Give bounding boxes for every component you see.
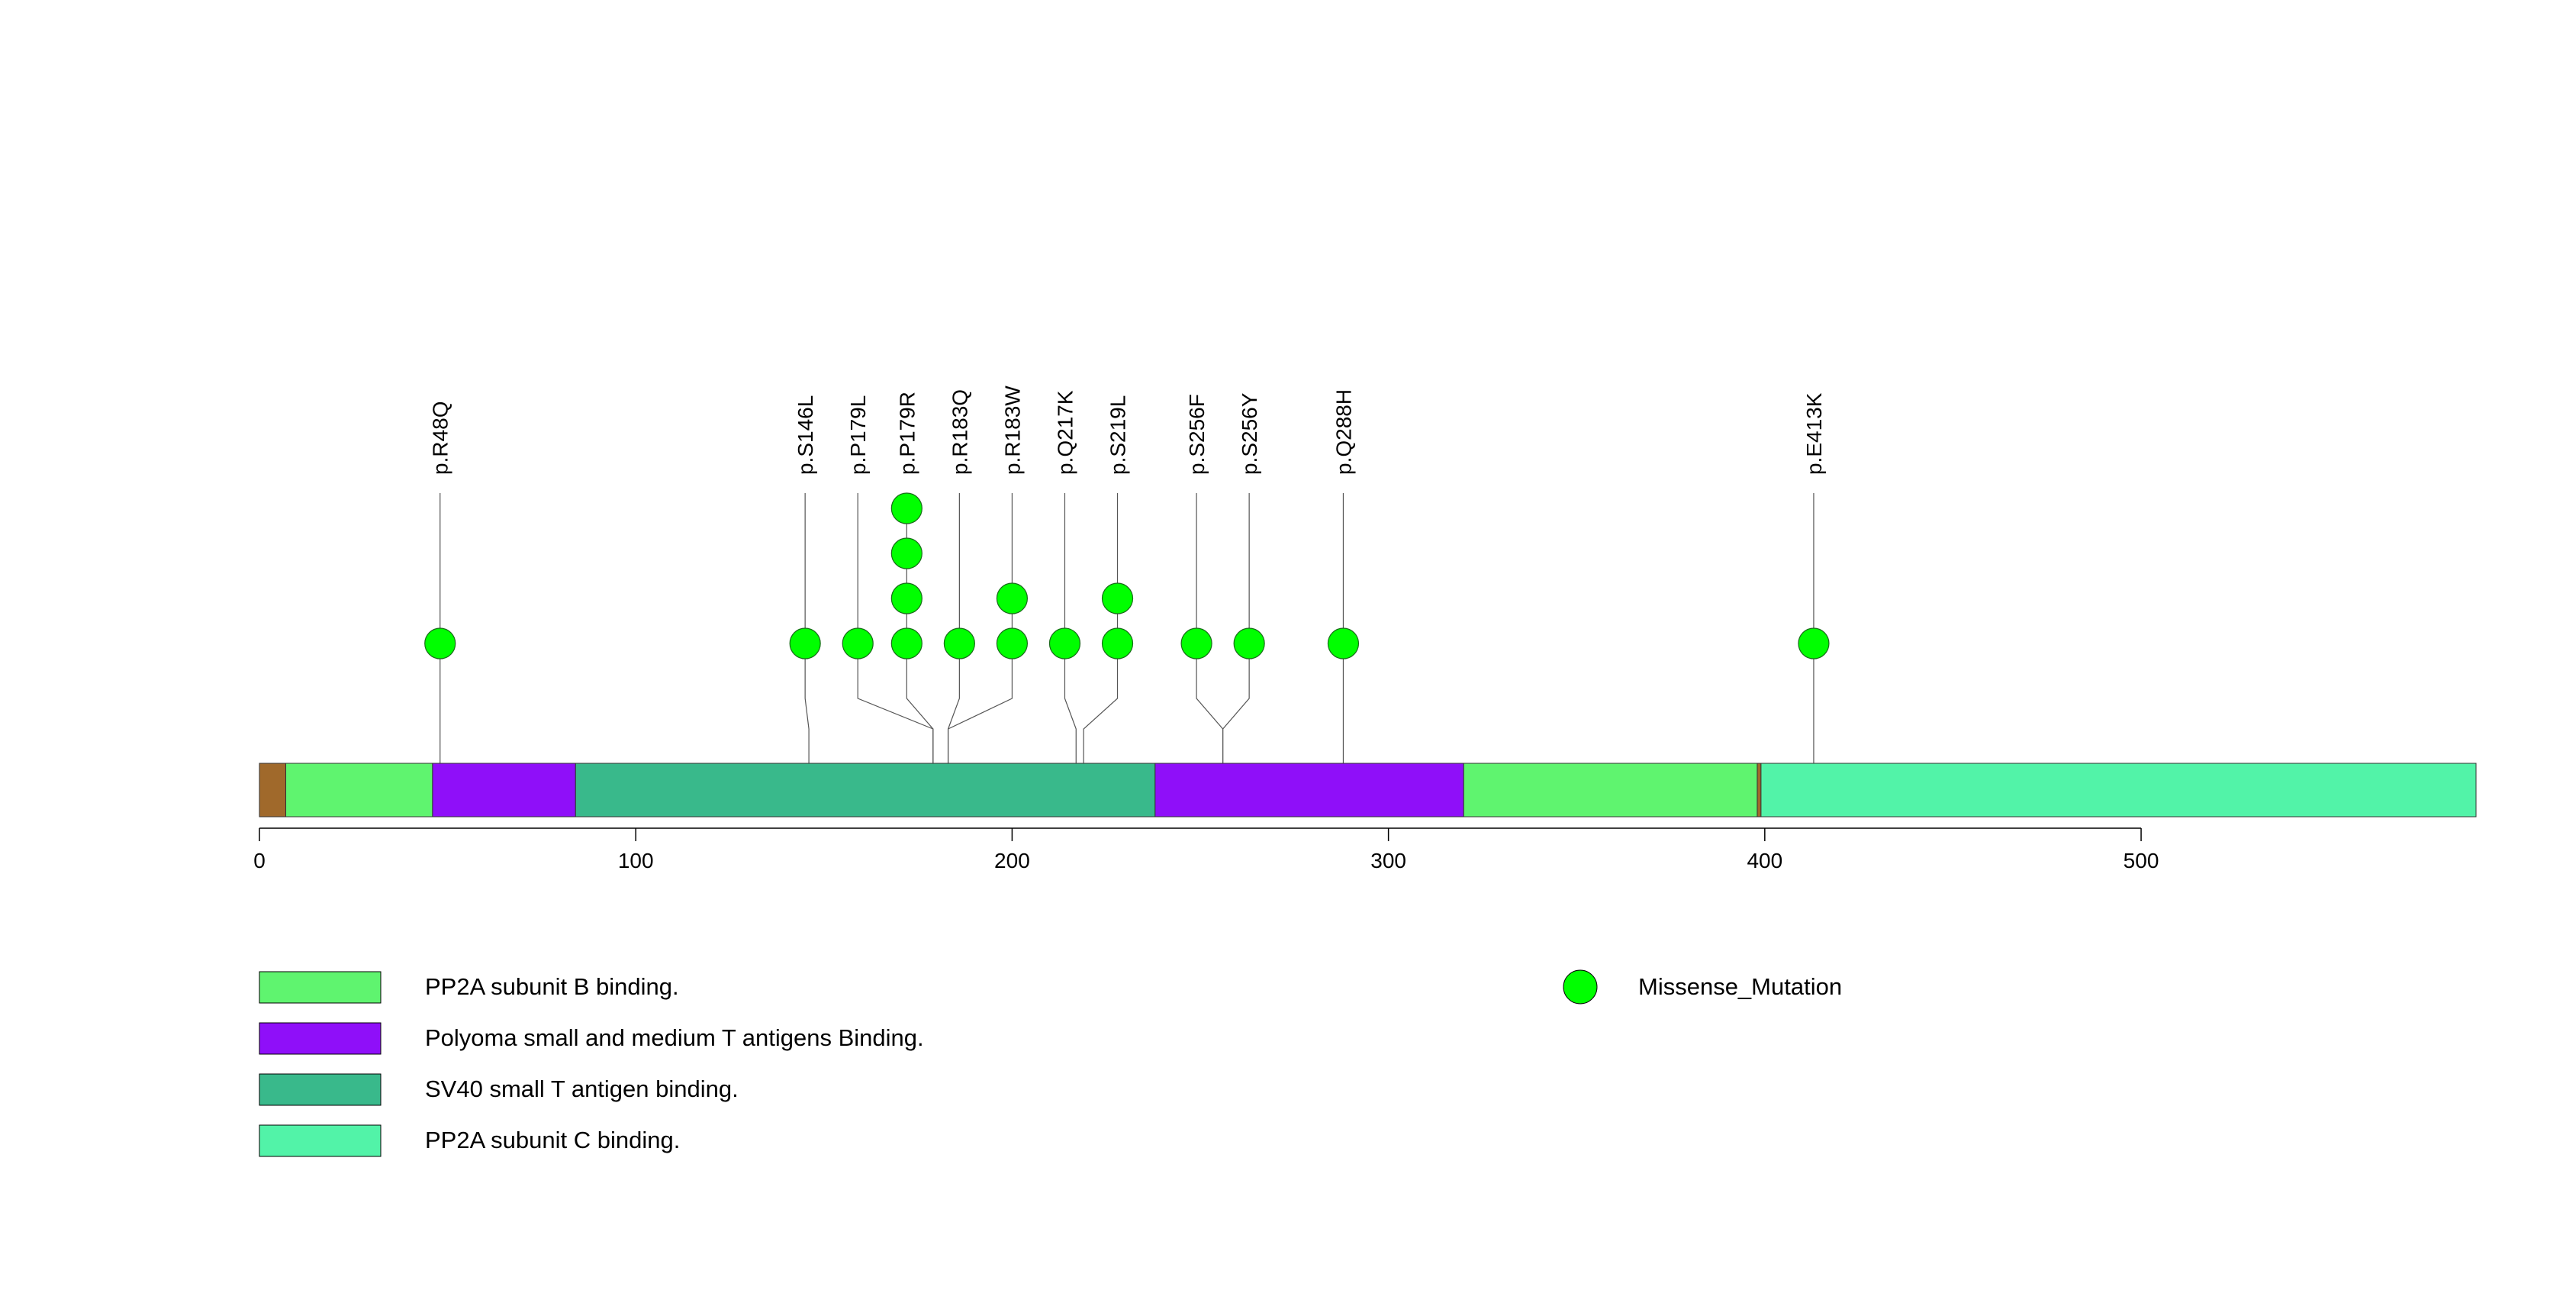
domain-segment-1 xyxy=(285,763,433,818)
domain-segment-6 xyxy=(1757,763,1762,818)
mutation-dot-4-0 xyxy=(943,627,975,660)
mutation-label-4: p.R183Q xyxy=(948,389,971,475)
legend-swatch-sv40 xyxy=(259,1073,382,1106)
protein-outline xyxy=(259,763,2477,818)
mutation-label-6: p.Q217K xyxy=(1053,390,1077,475)
x-tick-label-400: 400 xyxy=(1747,849,1782,872)
domain-segment-5 xyxy=(1463,763,1758,818)
connector-7 xyxy=(1083,493,1119,763)
mutation-dot-8-0 xyxy=(1180,627,1212,660)
mutation-label-5: p.R183W xyxy=(1000,385,1024,475)
connector-1 xyxy=(804,493,810,763)
mutation-dot-6-0 xyxy=(1048,627,1081,660)
mutation-dot-3-1 xyxy=(890,582,923,614)
mutation-dot-3-2 xyxy=(890,537,923,569)
legend-missense-icon xyxy=(1563,969,1598,1005)
legend-label-sv40: SV40 small T antigen binding. xyxy=(425,1076,739,1102)
legend-label-pp2a-b: PP2A subunit B binding. xyxy=(425,973,679,1000)
legend-label-pp2a-c: PP2A subunit C binding. xyxy=(425,1127,680,1153)
domain-segment-7 xyxy=(1760,763,2477,818)
connector-8 xyxy=(1196,493,1224,763)
mutation-dot-7-0 xyxy=(1101,627,1134,660)
mutation-label-9: p.S256Y xyxy=(1238,392,1261,475)
legend: PP2A subunit B binding. Polyoma small an… xyxy=(259,969,1842,1157)
x-tick-label-200: 200 xyxy=(994,849,1030,872)
mutation-label-1: p.S146L xyxy=(794,395,817,475)
mutation-label-2: p.P179L xyxy=(846,395,870,475)
mutation-label-0: p.R48Q xyxy=(429,402,452,476)
mutation-label-3: p.P179R xyxy=(895,392,919,475)
mutation-lollipops xyxy=(424,492,1830,660)
mutation-dot-5-0 xyxy=(996,627,1029,660)
connector-3 xyxy=(906,493,934,763)
protein-domain-track xyxy=(259,763,2477,818)
mutation-dot-3-3 xyxy=(890,492,923,524)
legend-swatch-pp2a-b xyxy=(259,971,382,1004)
x-axis: 0 100 200 300 400 500 xyxy=(253,827,2159,872)
legend-label-polyoma: Polyoma small and medium T antigens Bind… xyxy=(425,1024,924,1051)
mutation-label-11: p.E413K xyxy=(1802,392,1826,475)
x-tick-label-100: 100 xyxy=(618,849,654,872)
mutation-dot-9-0 xyxy=(1233,627,1265,660)
mutation-dot-11-0 xyxy=(1798,627,1830,660)
mutation-dot-3-0 xyxy=(890,627,923,660)
domain-segment-4 xyxy=(1154,763,1464,818)
mutation-labels: p.R48Q p.S146L p.P179L p.P179R p.R183Q p.R183… xyxy=(429,385,1826,475)
legend-label-missense: Missense_Mutation xyxy=(1638,973,1842,1000)
legend-swatch-pp2a-c xyxy=(259,1124,382,1157)
connector-2 xyxy=(857,493,934,763)
connector-9 xyxy=(1222,493,1250,763)
mutation-dot-0-0 xyxy=(424,627,456,660)
legend-swatch-polyoma xyxy=(259,1022,382,1055)
connector-6 xyxy=(1064,493,1077,763)
domain-segment-0 xyxy=(259,763,287,818)
x-tick-label-0: 0 xyxy=(253,849,266,872)
mutation-dot-5-1 xyxy=(996,582,1029,614)
mutation-label-10: p.Q288H xyxy=(1331,389,1355,475)
mutation-label-8: p.S256F xyxy=(1185,394,1209,475)
mutation-label-7: p.S219L xyxy=(1106,395,1130,475)
mutation-dot-10-0 xyxy=(1327,627,1360,660)
x-tick-label-500: 500 xyxy=(2124,849,2159,872)
mutation-dot-2-0 xyxy=(842,627,874,660)
mutation-dot-7-1 xyxy=(1101,582,1134,614)
domain-segment-2 xyxy=(432,763,576,818)
domain-segment-3 xyxy=(575,763,1156,818)
mutation-dot-1-0 xyxy=(789,627,821,660)
x-tick-label-300: 300 xyxy=(1370,849,1406,872)
